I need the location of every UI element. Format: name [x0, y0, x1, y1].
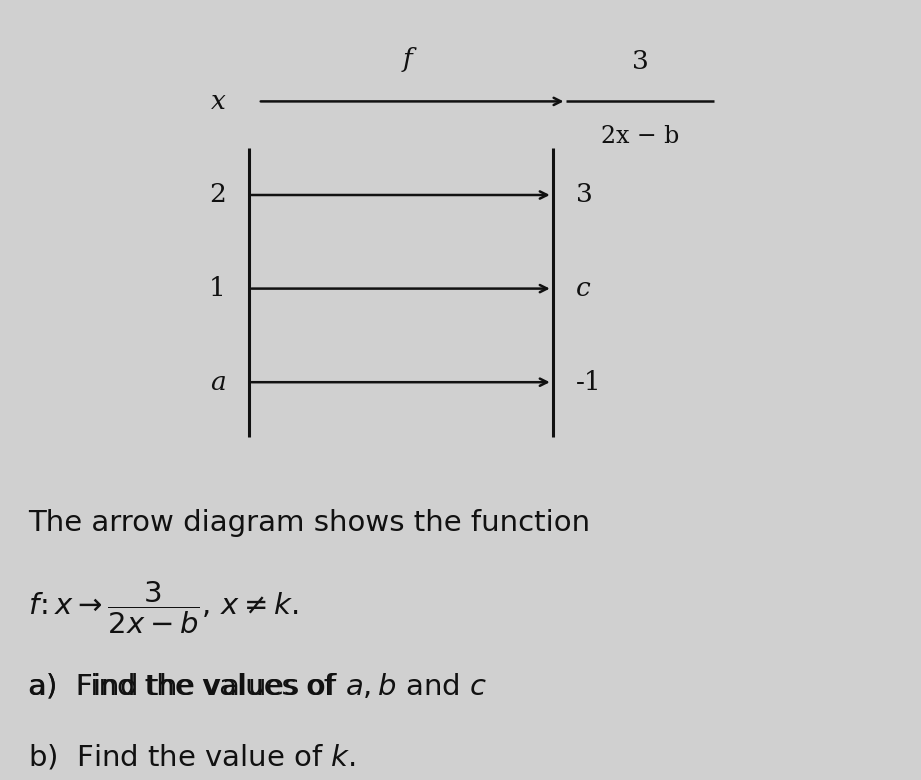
Text: 1: 1 [209, 276, 226, 301]
Text: The arrow diagram shows the function: The arrow diagram shows the function [28, 509, 589, 537]
Text: b)  Find the value of $\mathit{k}$.: b) Find the value of $\mathit{k}$. [28, 742, 356, 771]
Text: 2x − b: 2x − b [601, 125, 679, 147]
Text: $\mathit{f}\!:\mathit{x} \rightarrow \dfrac{3}{2\mathit{x}-\mathit{b}},\,\mathit: $\mathit{f}\!:\mathit{x} \rightarrow \df… [28, 580, 298, 636]
Text: f: f [402, 47, 413, 72]
Text: c: c [576, 276, 590, 301]
Text: a: a [210, 370, 226, 395]
Text: a)  Find the values of $\mathit{a, b}$ and $\mathit{c}$: a) Find the values of $\mathit{a, b}$ an… [28, 672, 487, 701]
Text: a)  Find the values of: a) Find the values of [28, 672, 343, 700]
Text: 2: 2 [209, 183, 226, 207]
Text: 3: 3 [632, 49, 648, 74]
Text: -1: -1 [576, 370, 601, 395]
Text: x: x [211, 89, 226, 114]
Text: 3: 3 [576, 183, 592, 207]
